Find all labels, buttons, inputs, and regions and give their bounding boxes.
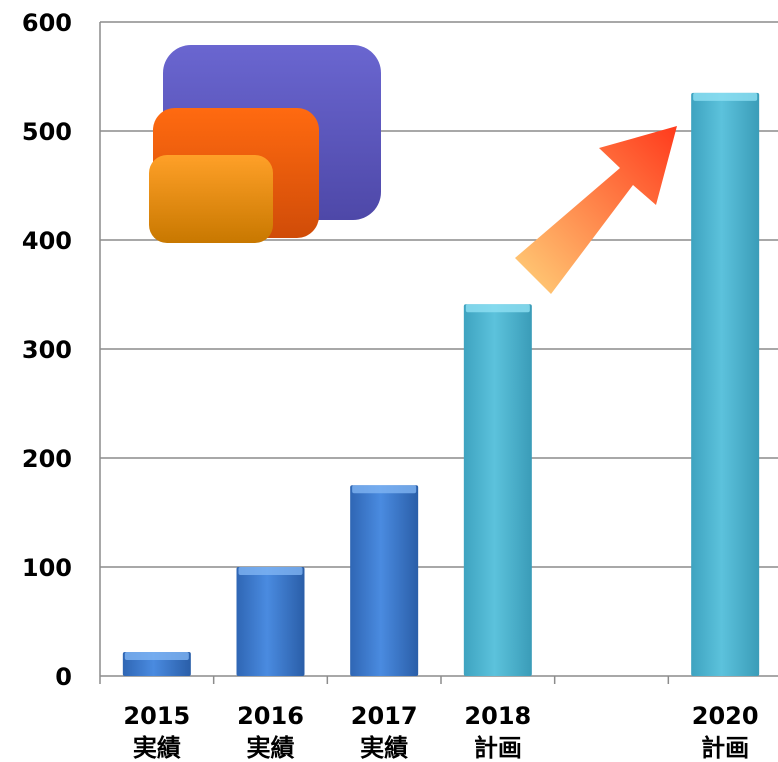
decorative-stacked-blocks xyxy=(149,45,381,243)
bar xyxy=(122,652,191,676)
x-label-year: 2015 xyxy=(123,702,190,730)
y-tick-label: 200 xyxy=(22,445,72,473)
x-label-year: 2020 xyxy=(692,702,759,730)
x-label-status: 計画 xyxy=(474,734,522,762)
x-axis-labels: 2015 実績 2016 実績 2017 実績 2018 計画 2020 計画 xyxy=(123,702,758,762)
y-tick-label: 0 xyxy=(55,663,72,691)
x-label-year: 2018 xyxy=(464,702,531,730)
x-label-status: 実績 xyxy=(360,734,408,762)
x-label-status: 実績 xyxy=(133,734,181,762)
bar xyxy=(691,92,760,677)
x-label-status: 計画 xyxy=(701,734,749,762)
y-tick-label: 500 xyxy=(22,118,72,146)
y-axis: 0 100 200 300 400 500 600 xyxy=(22,9,778,691)
decor-orange-block xyxy=(149,155,273,243)
x-label-year: 2016 xyxy=(237,702,304,730)
growth-arrow-icon xyxy=(515,126,677,294)
bar xyxy=(236,567,305,676)
y-tick-label: 600 xyxy=(22,9,72,37)
y-tick-label: 100 xyxy=(22,554,72,582)
bar xyxy=(350,485,419,676)
y-tick-label: 400 xyxy=(22,227,72,255)
bar xyxy=(463,304,532,676)
y-tick-label: 300 xyxy=(22,336,72,364)
x-label-status: 実績 xyxy=(247,734,295,762)
x-label-year: 2017 xyxy=(351,702,418,730)
bars xyxy=(122,92,760,677)
